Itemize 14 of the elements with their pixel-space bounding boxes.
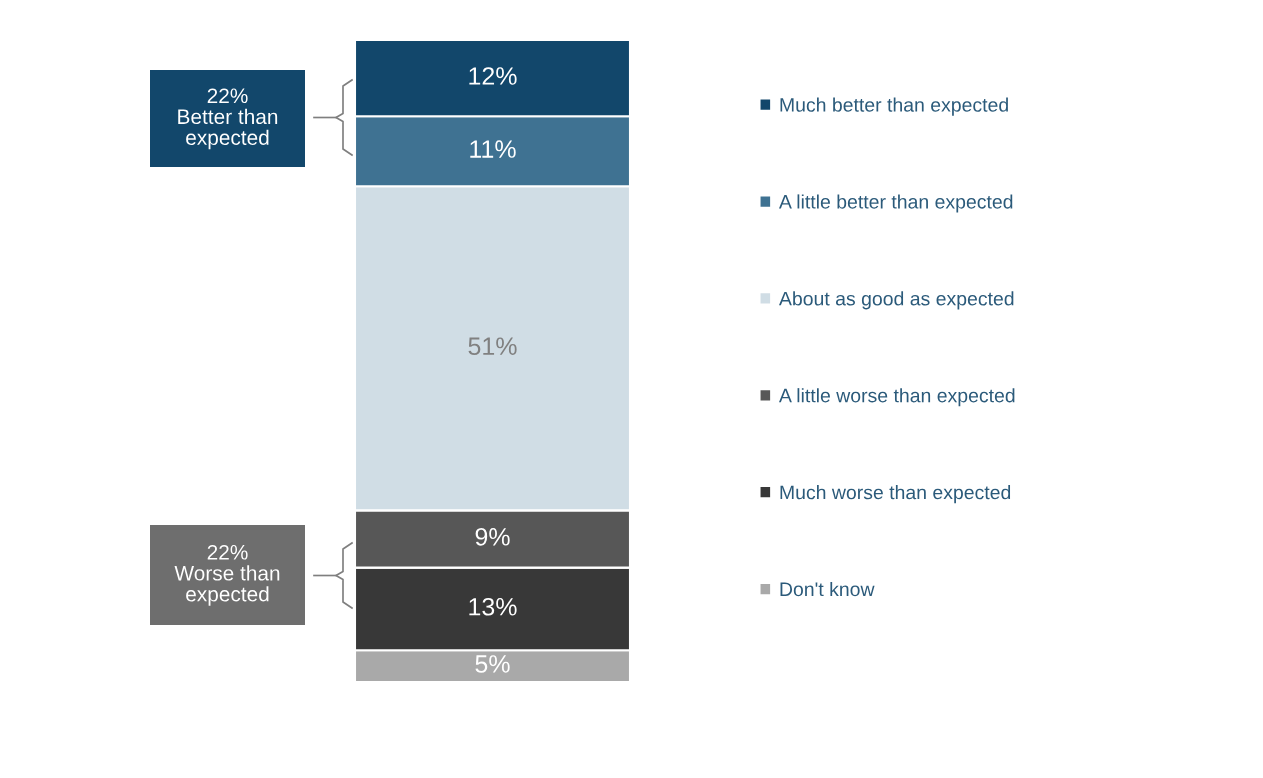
legend-label: A little worse than expected <box>778 388 1015 407</box>
legend-label: Don't know <box>780 581 875 597</box>
data-label: 51% <box>468 337 517 355</box>
legend-label: A little better than expected <box>778 194 1013 213</box>
data-label: 12% <box>469 67 517 85</box>
text: 22% Better than expected <box>178 88 278 150</box>
legend-label: Much better than expected <box>780 97 1008 116</box>
legend-label: Much worse than expected <box>780 485 1011 504</box>
data-label: 9% <box>475 527 510 546</box>
data-label: 11% <box>470 140 516 158</box>
text: 22% Worse than expected <box>174 544 280 606</box>
legend-label: About as good as expected <box>778 291 1014 310</box>
data-label: 13% <box>469 597 517 616</box>
data-label: 5% <box>475 655 510 673</box>
